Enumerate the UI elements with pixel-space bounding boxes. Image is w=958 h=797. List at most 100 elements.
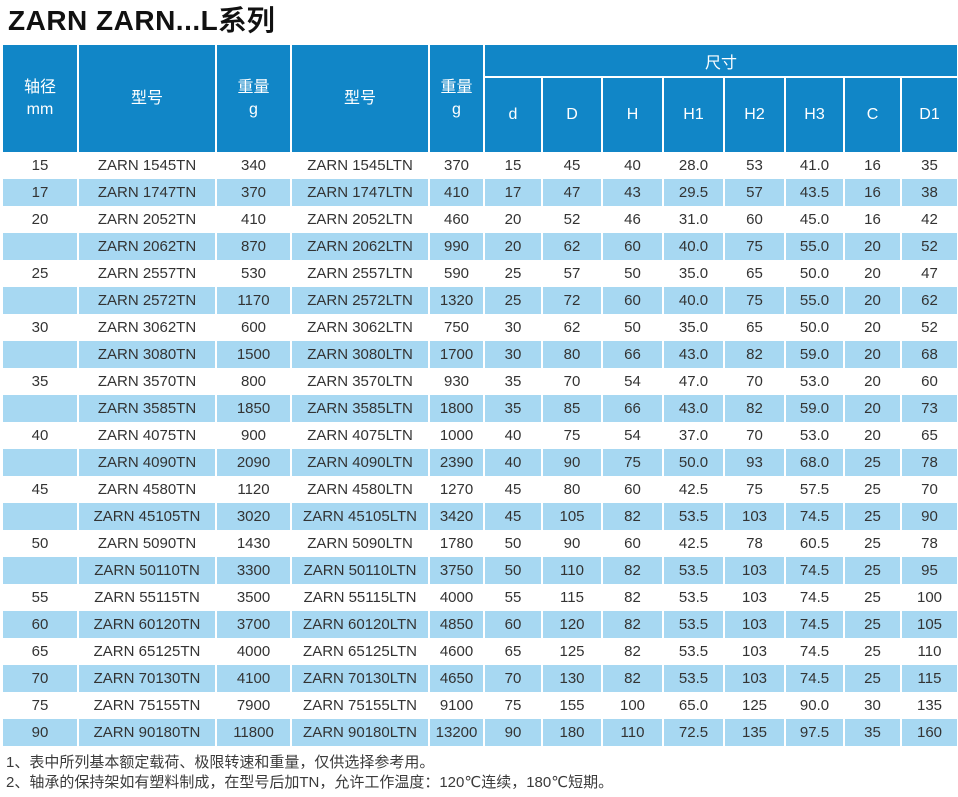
- cell-dim-d: 45: [484, 476, 543, 503]
- cell-dim-H: 54: [602, 422, 664, 449]
- col-header-dim-H2: H2: [724, 77, 786, 152]
- cell-dim-H3: 68.0: [785, 449, 845, 476]
- col-header-shaft-line2: mm: [26, 100, 54, 118]
- cell-model-ltn: ZARN 3062LTN: [291, 314, 430, 341]
- cell-dim-H2: 103: [724, 557, 786, 584]
- cell-dim-D: 90: [542, 449, 603, 476]
- cell-model-ltn: ZARN 3570LTN: [291, 368, 430, 395]
- cell-weight-tn: 600: [216, 314, 292, 341]
- cell-weight-ltn: 410: [429, 179, 485, 206]
- page-title: ZARN ZARN...L系列: [8, 5, 276, 36]
- cell-dim-H2: 70: [724, 422, 786, 449]
- col-header-weight-tn-line2: g: [249, 100, 258, 118]
- cell-weight-tn: 410: [216, 206, 292, 233]
- cell-weight-tn: 7900: [216, 692, 292, 719]
- cell-dim-D: 72: [542, 287, 603, 314]
- cell-dim-H3: 74.5: [785, 503, 845, 530]
- cell-dim-D: 105: [542, 503, 603, 530]
- cell-model-ltn: ZARN 4075LTN: [291, 422, 430, 449]
- cell-model-ltn: ZARN 90180LTN: [291, 719, 430, 746]
- cell-dim-H3: 90.0: [785, 692, 845, 719]
- cell-dim-C: 25: [844, 584, 902, 611]
- cell-dim-H1: 37.0: [663, 422, 725, 449]
- dimension-subheader-row: d D H H1 H2 H3 C D1: [3, 77, 958, 152]
- cell-model-tn: ZARN 1545TN: [78, 152, 217, 179]
- cell-dim-C: 25: [844, 638, 902, 665]
- cell-model-ltn: ZARN 75155LTN: [291, 692, 430, 719]
- cell-dim-H2: 103: [724, 638, 786, 665]
- col-header-dim-H: H: [602, 77, 664, 152]
- cell-dim-H2: 82: [724, 341, 786, 368]
- cell-dim-D: 80: [542, 341, 603, 368]
- cell-model-tn: ZARN 3570TN: [78, 368, 217, 395]
- col-header-weight-ltn-line2: g: [452, 100, 461, 118]
- cell-dim-H: 66: [602, 395, 664, 422]
- cell-dim-H: 82: [602, 611, 664, 638]
- cell-model-tn: ZARN 2572TN: [78, 287, 217, 314]
- cell-dim-H: 82: [602, 557, 664, 584]
- cell-shaft-diameter: 55: [3, 584, 79, 611]
- cell-dim-D1: 47: [901, 260, 958, 287]
- cell-weight-ltn: 2390: [429, 449, 485, 476]
- cell-model-tn: ZARN 70130TN: [78, 665, 217, 692]
- cell-shaft-diameter: 25: [3, 260, 79, 287]
- cell-dim-d: 75: [484, 692, 543, 719]
- cell-model-tn: ZARN 60120TN: [78, 611, 217, 638]
- cell-dim-H1: 53.5: [663, 557, 725, 584]
- cell-dim-d: 30: [484, 314, 543, 341]
- cell-dim-H3: 53.0: [785, 368, 845, 395]
- cell-dim-H: 60: [602, 530, 664, 557]
- cell-dim-H1: 42.5: [663, 530, 725, 557]
- cell-dim-C: 20: [844, 260, 902, 287]
- cell-weight-tn: 3020: [216, 503, 292, 530]
- cell-model-ltn: ZARN 2572LTN: [291, 287, 430, 314]
- cell-dim-H: 75: [602, 449, 664, 476]
- cell-model-ltn: ZARN 3585LTN: [291, 395, 430, 422]
- cell-dim-d: 30: [484, 341, 543, 368]
- cell-dim-d: 15: [484, 152, 543, 179]
- cell-dim-H: 54: [602, 368, 664, 395]
- cell-dim-D1: 160: [901, 719, 958, 746]
- cell-shaft-diameter: 20: [3, 206, 79, 233]
- cell-shaft-diameter: 30: [3, 314, 79, 341]
- col-header-weight-ltn: 重量 g: [429, 45, 485, 152]
- cell-model-tn: ZARN 3080TN: [78, 341, 217, 368]
- cell-shaft-diameter: 35: [3, 368, 79, 395]
- cell-weight-tn: 4000: [216, 638, 292, 665]
- cell-weight-ltn: 460: [429, 206, 485, 233]
- cell-dim-D: 85: [542, 395, 603, 422]
- cell-dim-C: 35: [844, 719, 902, 746]
- cell-dim-C: 25: [844, 665, 902, 692]
- col-header-dimensions-group: 尺寸: [484, 45, 958, 78]
- cell-dim-H2: 103: [724, 503, 786, 530]
- cell-dim-C: 20: [844, 314, 902, 341]
- col-header-weight-tn: 重量 g: [216, 45, 292, 152]
- cell-weight-tn: 370: [216, 179, 292, 206]
- cell-weight-tn: 1170: [216, 287, 292, 314]
- table-row: 25 ZARN 2557TN 530 ZARN 2557LTN 590 25 5…: [3, 260, 958, 287]
- cell-weight-ltn: 1270: [429, 476, 485, 503]
- cell-weight-tn: 530: [216, 260, 292, 287]
- col-header-dim-H1: H1: [663, 77, 725, 152]
- cell-weight-ltn: 1000: [429, 422, 485, 449]
- cell-dim-H1: 40.0: [663, 287, 725, 314]
- cell-model-ltn: ZARN 4580LTN: [291, 476, 430, 503]
- cell-weight-tn: 1500: [216, 341, 292, 368]
- cell-dim-C: 16: [844, 206, 902, 233]
- cell-dim-H2: 60: [724, 206, 786, 233]
- cell-dim-D1: 105: [901, 611, 958, 638]
- cell-dim-H1: 29.5: [663, 179, 725, 206]
- table-row: 65 ZARN 65125TN 4000 ZARN 65125LTN 4600 …: [3, 638, 958, 665]
- cell-dim-D1: 73: [901, 395, 958, 422]
- cell-dim-H: 82: [602, 665, 664, 692]
- cell-weight-ltn: 3750: [429, 557, 485, 584]
- cell-shaft-diameter: 40: [3, 422, 79, 449]
- cell-model-tn: ZARN 5090TN: [78, 530, 217, 557]
- cell-model-ltn: ZARN 4090LTN: [291, 449, 430, 476]
- cell-dim-H1: 28.0: [663, 152, 725, 179]
- cell-dim-D1: 42: [901, 206, 958, 233]
- cell-dim-d: 17: [484, 179, 543, 206]
- cell-weight-ltn: 4650: [429, 665, 485, 692]
- cell-model-ltn: ZARN 1545LTN: [291, 152, 430, 179]
- cell-dim-D1: 95: [901, 557, 958, 584]
